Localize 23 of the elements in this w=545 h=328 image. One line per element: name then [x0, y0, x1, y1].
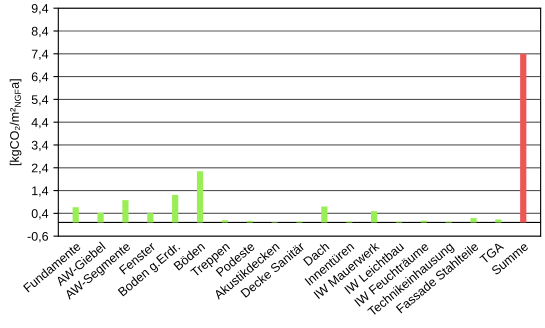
bar — [172, 194, 178, 222]
bar — [147, 213, 154, 222]
y-tick-label: 1,4 — [32, 186, 48, 197]
bar — [321, 206, 328, 222]
bar — [196, 171, 204, 222]
bar — [470, 218, 477, 222]
y-tick-label: 0,4 — [32, 209, 48, 220]
y-tick-label: 6,4 — [32, 72, 48, 83]
bar — [370, 211, 378, 222]
bar — [122, 200, 129, 222]
y-tick-label: 4,4 — [32, 118, 48, 128]
bar — [97, 212, 104, 222]
y-tick-label: -0,6 — [28, 232, 48, 242]
y-tick-label: 5,4 — [32, 95, 48, 106]
bar — [495, 220, 502, 222]
y-tick-label: 2,4 — [32, 164, 48, 174]
y-tick-label: 3,4 — [32, 140, 48, 152]
y-tick-label: 8,4 — [32, 26, 48, 38]
y-tick-label: 9,4 — [32, 4, 48, 14]
y-axis-title: [kgCO₂/m²$_{NGF}$a] — [10, 79, 22, 166]
y-tick-label: 7,4 — [32, 50, 48, 60]
bar — [520, 54, 526, 222]
bar — [72, 207, 79, 222]
